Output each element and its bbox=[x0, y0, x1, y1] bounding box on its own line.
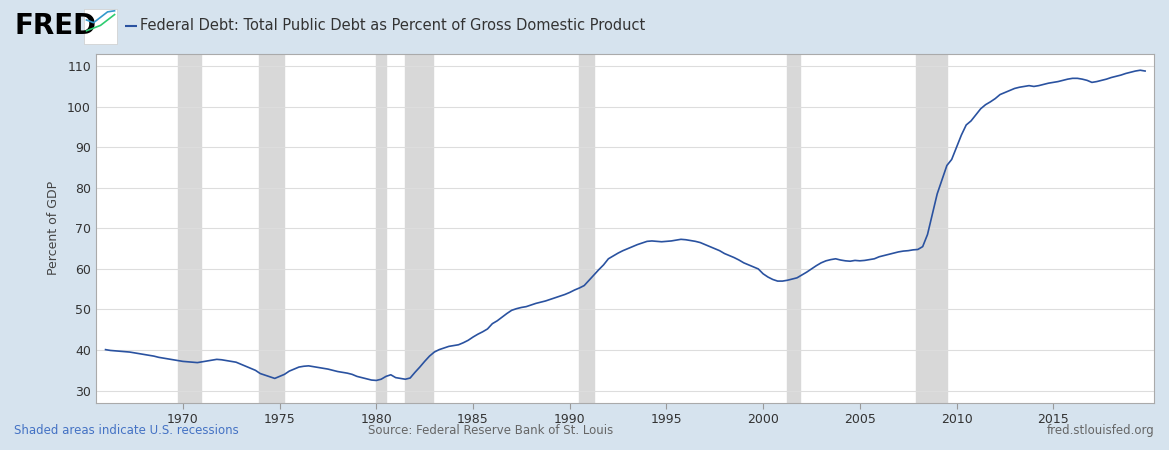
Bar bbox=[178, 54, 201, 403]
Bar bbox=[258, 54, 284, 403]
Text: Source: Federal Reserve Bank of St. Louis: Source: Federal Reserve Bank of St. Loui… bbox=[368, 424, 614, 436]
Text: fred.stlouisfed.org: fred.stlouisfed.org bbox=[1047, 424, 1155, 436]
Y-axis label: Percent of GDP: Percent of GDP bbox=[47, 181, 60, 275]
FancyBboxPatch shape bbox=[84, 9, 117, 44]
Text: FRED: FRED bbox=[14, 12, 96, 40]
Bar bbox=[580, 54, 594, 403]
Bar bbox=[787, 54, 801, 403]
Text: Shaded areas indicate U.S. recessions: Shaded areas indicate U.S. recessions bbox=[14, 424, 238, 436]
Bar bbox=[916, 54, 947, 403]
Bar bbox=[406, 54, 433, 403]
Text: Federal Debt: Total Public Debt as Percent of Gross Domestic Product: Federal Debt: Total Public Debt as Perce… bbox=[140, 18, 645, 33]
Bar bbox=[376, 54, 386, 403]
